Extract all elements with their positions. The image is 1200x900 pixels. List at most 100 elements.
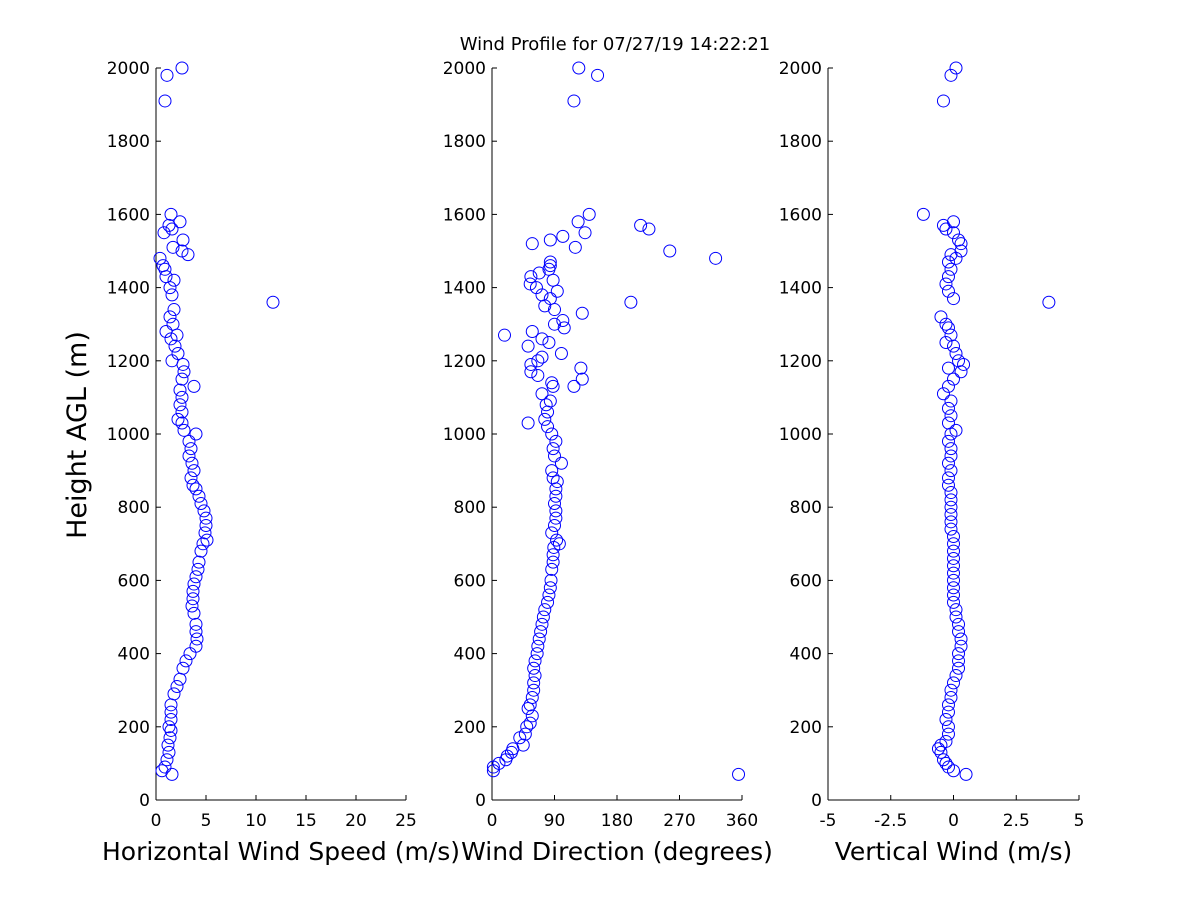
data-point (524, 357, 538, 371)
data-point (954, 632, 968, 646)
data-point (177, 423, 191, 437)
data-point (527, 676, 541, 690)
y-tick-label: 2000 (779, 59, 822, 79)
x-axis-label: Wind Direction (degrees) (461, 837, 773, 866)
data-point (179, 654, 193, 668)
y-tick-label: 400 (454, 645, 486, 665)
data-point (939, 756, 953, 770)
data-point (556, 229, 570, 243)
data-point (552, 537, 566, 551)
data-point (173, 383, 187, 397)
data-point (158, 94, 172, 108)
data-point (186, 478, 200, 492)
data-point (535, 617, 549, 631)
data-point (939, 336, 953, 349)
data-point (158, 760, 172, 774)
data-point (162, 745, 176, 759)
data-point (543, 394, 557, 408)
y-tick-label: 600 (118, 571, 150, 591)
y-tick-label: 2000 (443, 59, 486, 79)
data-point (944, 248, 958, 262)
data-point (182, 449, 196, 463)
data-point (544, 573, 558, 587)
data-point (939, 222, 953, 236)
data-point (548, 317, 561, 331)
data-point (170, 680, 184, 694)
data-point (941, 416, 955, 430)
data-point (545, 562, 559, 576)
y-tick-label: 1800 (443, 132, 486, 152)
data-point (525, 691, 539, 705)
data-point (959, 767, 973, 781)
data-point (944, 493, 958, 507)
data-point (184, 471, 198, 485)
data-point (941, 727, 955, 741)
data-point (732, 767, 746, 781)
data-point (164, 207, 178, 221)
data-point (168, 339, 182, 353)
data-point (944, 683, 958, 697)
data-point (166, 240, 180, 254)
data-point (944, 486, 958, 500)
data-point (949, 423, 963, 437)
data-point (944, 409, 958, 423)
data-point (941, 361, 955, 375)
data-point (554, 346, 568, 360)
x-tick-label: 0 (151, 811, 162, 831)
data-point (187, 464, 201, 478)
data-point (543, 259, 557, 273)
data-point (949, 61, 963, 75)
data-point (196, 537, 210, 551)
data-point (944, 522, 958, 536)
data-point (709, 251, 723, 265)
data-point (165, 767, 179, 781)
data-point (947, 372, 960, 386)
data-points (916, 61, 1056, 781)
data-point (527, 683, 541, 697)
data-point (518, 727, 532, 741)
y-tick-label: 1000 (107, 425, 150, 445)
data-point (941, 255, 955, 269)
y-tick-label: 200 (454, 718, 486, 738)
data-point (936, 94, 950, 108)
data-point (171, 346, 185, 360)
data-point (524, 270, 538, 284)
data-point (541, 595, 555, 609)
data-point (947, 595, 960, 609)
data-point (545, 526, 559, 540)
data-point (525, 325, 539, 339)
data-point (528, 669, 542, 683)
data-point (550, 533, 564, 547)
data-point (192, 555, 206, 569)
data-point (944, 68, 958, 82)
y-tick-label: 400 (118, 645, 150, 665)
data-point (156, 259, 170, 273)
data-point (952, 233, 966, 247)
data-point (575, 306, 589, 320)
data-point (165, 288, 179, 302)
data-point (941, 379, 955, 393)
data-point (568, 240, 582, 254)
data-point (187, 577, 201, 591)
data-point (554, 456, 568, 470)
data-point (936, 753, 950, 767)
data-point (548, 449, 561, 463)
data-point (550, 475, 564, 489)
y-tick-label: 1800 (107, 132, 150, 152)
data-point (947, 537, 960, 551)
data-point (535, 350, 549, 364)
x-tick-label: 2.5 (1003, 811, 1030, 831)
data-point (954, 639, 968, 653)
x-tick-label: 0 (948, 811, 959, 831)
data-point (939, 317, 953, 331)
data-point (157, 226, 171, 240)
data-point (534, 625, 548, 639)
data-point (944, 449, 958, 463)
data-point (186, 592, 200, 606)
data-point (543, 255, 557, 269)
data-point (548, 519, 561, 532)
data-points (486, 61, 746, 781)
data-point (939, 277, 953, 291)
data-point (952, 654, 966, 668)
data-point (523, 277, 537, 291)
